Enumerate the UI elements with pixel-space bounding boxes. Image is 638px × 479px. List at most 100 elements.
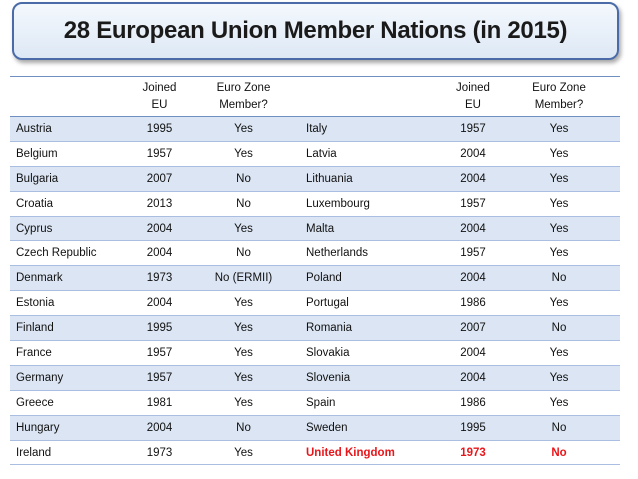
joined-year-left: 2004 [146,421,173,434]
joined-year-left: 1973 [146,446,173,459]
table-row: Czech Republic 2004 No Netherlands 1957 Yes [10,240,620,266]
joined-year-left: 2004 [146,247,173,260]
euro-member-left: Yes [234,122,253,135]
joined-year-right: 1986 [460,297,486,310]
joined-year-right: 1957 [460,247,486,260]
table-row: Finland 1995 Yes Romania 2007 No [10,315,620,341]
euro-member-right: No [551,322,567,335]
euro-member-left: Yes [234,371,253,384]
country-name-left: Bulgaria [16,172,59,185]
table-row: Bulgaria 2007 No Lithuania 2004 Yes [10,166,620,192]
joined-year-left: 2004 [146,222,173,235]
euro-member-right: Yes [549,297,569,310]
joined-year-right: 1995 [460,421,486,434]
country-name-right: Romania [306,322,353,335]
header-joined-eu-right: Joined EU [448,77,498,117]
country-name-right: Portugal [306,297,349,310]
joined-year-left: 1981 [146,396,173,409]
euro-member-right: Yes [549,147,569,160]
table-body: Austria 1995 Yes Italy 1957 Yes Belgium 1957 Yes… [10,116,620,465]
euro-member-right: Yes [549,346,569,359]
euro-member-right: Yes [549,222,569,235]
table-row: Denmark 1973 No (ERMII) Poland 2004 No [10,265,620,291]
header-joined-eu-left: Joined EU [132,77,187,117]
euro-member-right: Yes [549,172,569,185]
euro-member-left: No [236,197,251,210]
header-euro-line2: Member? [219,98,268,111]
joined-year-right: 2007 [460,322,486,335]
country-name-right: Poland [306,272,342,285]
euro-member-right: No [551,446,567,459]
joined-year-right: 2004 [460,371,486,384]
joined-year-right: 1986 [460,396,486,409]
header-joined-line1: Joined [142,81,177,94]
euro-member-right: Yes [549,122,569,135]
euro-member-right: Yes [549,371,569,384]
euro-member-left: Yes [234,322,253,335]
country-name-left: Finland [16,322,54,335]
country-name-left: Cyprus [16,222,53,235]
table-row: Ireland 1973 Yes United Kingdom 1973 No [10,440,620,465]
joined-year-left: 1973 [146,272,173,285]
euro-member-left: Yes [234,346,253,359]
euro-member-right: Yes [549,247,569,260]
table-row: Belgium 1957 Yes Latvia 2004 Yes [10,141,620,167]
country-name-right: Lithuania [306,172,353,185]
euro-member-right: Yes [549,197,569,210]
table-row: Croatia 2013 No Luxembourg 1957 Yes [10,191,620,217]
table-header-row: Joined EU Euro Zone Member? Joined EU Eu… [10,76,620,117]
country-name-right: Latvia [306,147,337,160]
page-title: 28 European Union Member Nations (in 201… [63,17,568,44]
joined-year-right: 1957 [460,197,486,210]
country-name-left: Ireland [16,446,52,459]
header-euro-zone-left: Euro Zone Member? [187,77,300,117]
country-name-left: Croatia [16,197,54,210]
joined-year-right: 1957 [460,122,486,135]
joined-year-right: 2004 [460,272,486,285]
joined-year-left: 2004 [146,297,173,310]
country-name-left: Belgium [16,147,58,160]
joined-year-right: 2004 [460,346,486,359]
country-name-right: Luxembourg [306,197,370,210]
country-name-left: France [16,346,52,359]
euro-member-left: Yes [234,147,253,160]
joined-year-left: 1995 [146,322,173,335]
country-name-right: United Kingdom [306,446,395,459]
table-row: Greece 1981 Yes Spain 1986 Yes [10,390,620,416]
table-row: Germany 1957 Yes Slovenia 2004 Yes [10,365,620,391]
table-row: Cyprus 2004 Yes Malta 2004 Yes [10,216,620,241]
header-joined-line2: EU [151,98,168,111]
euro-member-left: No [236,172,251,185]
joined-year-left: 1957 [146,371,173,384]
country-name-right: Spain [306,396,336,409]
header-country-right [300,77,448,117]
joined-year-right: 1973 [460,446,486,459]
euro-member-left: Yes [234,446,253,459]
country-name-right: Malta [306,222,335,235]
header-euro-line1: Euro Zone [216,81,271,94]
country-name-right: Slovenia [306,371,351,384]
joined-year-left: 1957 [146,346,173,359]
euro-member-left: Yes [234,297,253,310]
joined-year-left: 2013 [146,197,173,210]
joined-year-left: 1995 [146,122,173,135]
country-name-left: Austria [16,122,52,135]
euro-member-left: Yes [234,396,253,409]
country-name-left: Hungary [16,421,60,434]
euro-member-left: No [236,421,251,434]
country-name-right: Netherlands [306,247,369,260]
header-country-left [10,77,132,117]
table-row: Austria 1995 Yes Italy 1957 Yes [10,116,620,142]
euro-member-left: Yes [234,222,253,235]
country-name-left: Germany [16,371,64,384]
title-banner: 28 European Union Member Nations (in 201… [12,2,619,60]
table-row: Hungary 2004 No Sweden 1995 No [10,415,620,441]
header-joined-line1: Joined [456,81,490,94]
euro-member-right: No [551,421,567,434]
header-euro-line2: Member? [534,98,584,111]
country-name-left: Estonia [16,297,55,310]
country-name-right: Slovakia [306,346,350,359]
joined-year-left: 2007 [146,172,173,185]
header-joined-line2: EU [465,98,481,111]
header-euro-zone-right: Euro Zone Member? [498,77,620,117]
